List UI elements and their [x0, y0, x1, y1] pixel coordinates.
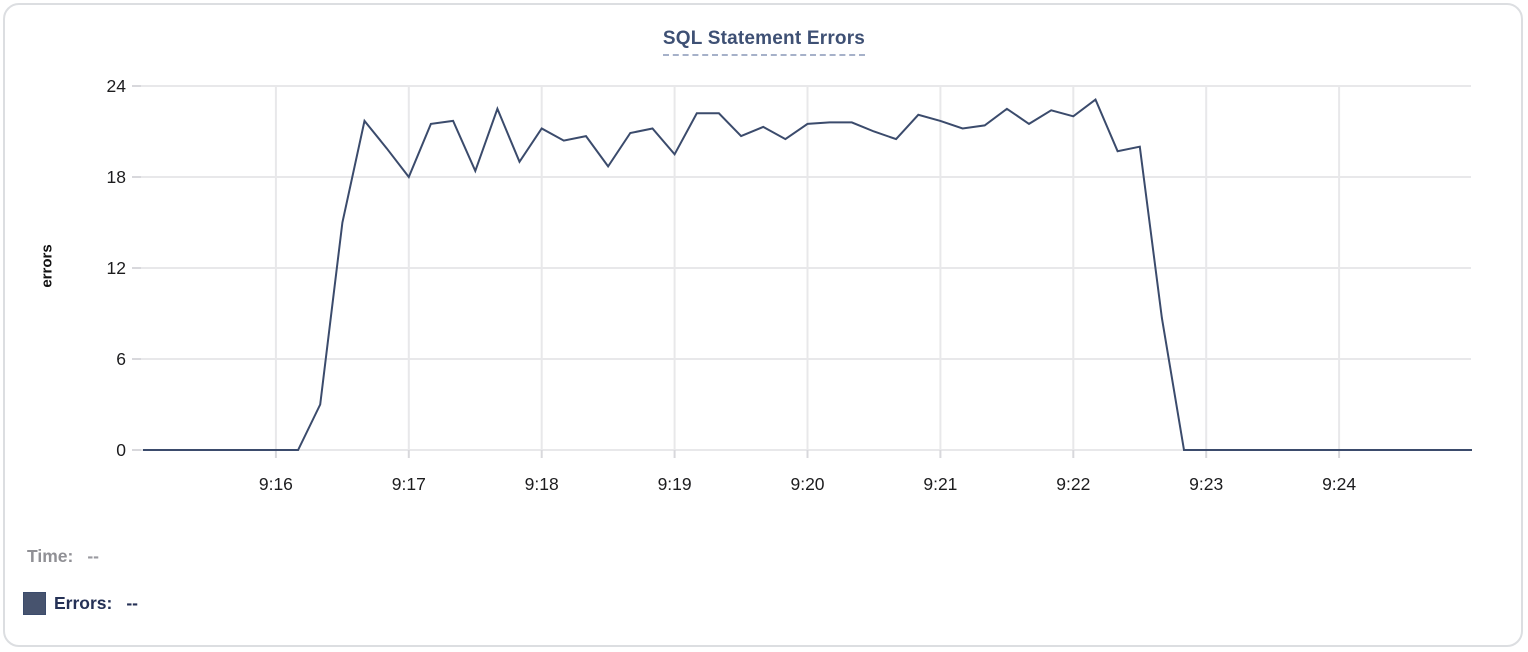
x-tick-label: 9:18	[525, 474, 559, 494]
y-tick-label: 0	[116, 440, 126, 460]
errors-series-line[interactable]	[143, 98, 1472, 451]
chart-title[interactable]: SQL Statement Errors	[662, 28, 866, 56]
legend-time-value: --	[87, 546, 100, 566]
legend-errors-value: --	[126, 593, 139, 613]
x-tick-label: 9:24	[1322, 474, 1356, 494]
legend-time-row: Time: --	[27, 546, 99, 567]
x-tick-label: 9:20	[790, 474, 824, 494]
x-tick-label: 9:23	[1189, 474, 1223, 494]
legend-time-label: Time:	[27, 546, 74, 566]
x-tick-label: 9:17	[392, 474, 426, 494]
y-tick-label: 24	[107, 76, 127, 96]
y-tick-label: 18	[107, 167, 126, 187]
legend-errors-label: Errors:	[54, 593, 113, 613]
chart-card	[3, 3, 1523, 647]
x-tick-label: 9:16	[259, 474, 293, 494]
x-tick-label: 9:19	[658, 474, 692, 494]
legend-errors-row[interactable]: Errors: --	[23, 592, 138, 615]
errors-series-swatch	[23, 592, 46, 615]
y-tick-label: 6	[116, 349, 126, 369]
x-tick-label: 9:21	[923, 474, 957, 494]
chart-header: SQL Statement Errors	[0, 28, 1528, 56]
x-tick-label: 9:22	[1056, 474, 1090, 494]
y-tick-label: 12	[107, 258, 126, 278]
